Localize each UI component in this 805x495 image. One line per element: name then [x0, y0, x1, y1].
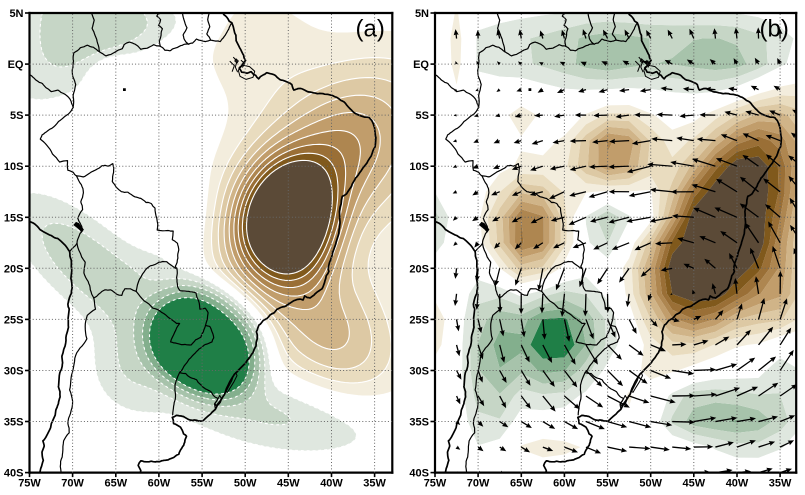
svg-text:45W: 45W — [682, 478, 705, 490]
svg-text:15S: 15S — [4, 212, 24, 224]
svg-text:35W: 35W — [769, 478, 792, 490]
svg-text:40S: 40S — [409, 468, 429, 480]
svg-text:35S: 35S — [409, 417, 429, 429]
svg-text:10S: 10S — [409, 161, 429, 173]
svg-text:75W: 75W — [424, 478, 447, 490]
svg-text:35W: 35W — [363, 478, 386, 490]
svg-text:15S: 15S — [409, 212, 429, 224]
svg-text:5N: 5N — [9, 8, 23, 20]
svg-text:45W: 45W — [277, 478, 300, 490]
svg-text:5S: 5S — [416, 110, 429, 122]
svg-text:75W: 75W — [18, 478, 41, 490]
svg-text:5S: 5S — [10, 110, 23, 122]
svg-text:50W: 50W — [639, 478, 662, 490]
svg-text:65W: 65W — [104, 478, 127, 490]
svg-text:60W: 60W — [148, 478, 171, 490]
svg-text:35S: 35S — [4, 417, 24, 429]
svg-text:20S: 20S — [4, 263, 24, 275]
svg-text:55W: 55W — [191, 478, 214, 490]
svg-text:EQ: EQ — [8, 59, 24, 71]
svg-text:40W: 40W — [726, 478, 749, 490]
svg-text:EQ: EQ — [413, 59, 429, 71]
svg-text:10S: 10S — [4, 161, 24, 173]
svg-text:(a): (a) — [356, 16, 385, 43]
svg-text:30S: 30S — [409, 366, 429, 378]
svg-text:60W: 60W — [553, 478, 576, 490]
svg-text:70W: 70W — [61, 478, 84, 490]
svg-text:50W: 50W — [234, 478, 257, 490]
svg-text:20S: 20S — [409, 263, 429, 275]
svg-text:(b): (b) — [760, 16, 789, 43]
svg-text:25S: 25S — [409, 314, 429, 326]
svg-text:70W: 70W — [467, 478, 490, 490]
svg-text:25S: 25S — [4, 314, 24, 326]
svg-text:65W: 65W — [510, 478, 533, 490]
svg-text:40W: 40W — [320, 478, 343, 490]
svg-text:40S: 40S — [4, 468, 24, 480]
svg-text:30S: 30S — [4, 366, 24, 378]
svg-text:55W: 55W — [596, 478, 619, 490]
svg-text:5N: 5N — [415, 8, 429, 20]
